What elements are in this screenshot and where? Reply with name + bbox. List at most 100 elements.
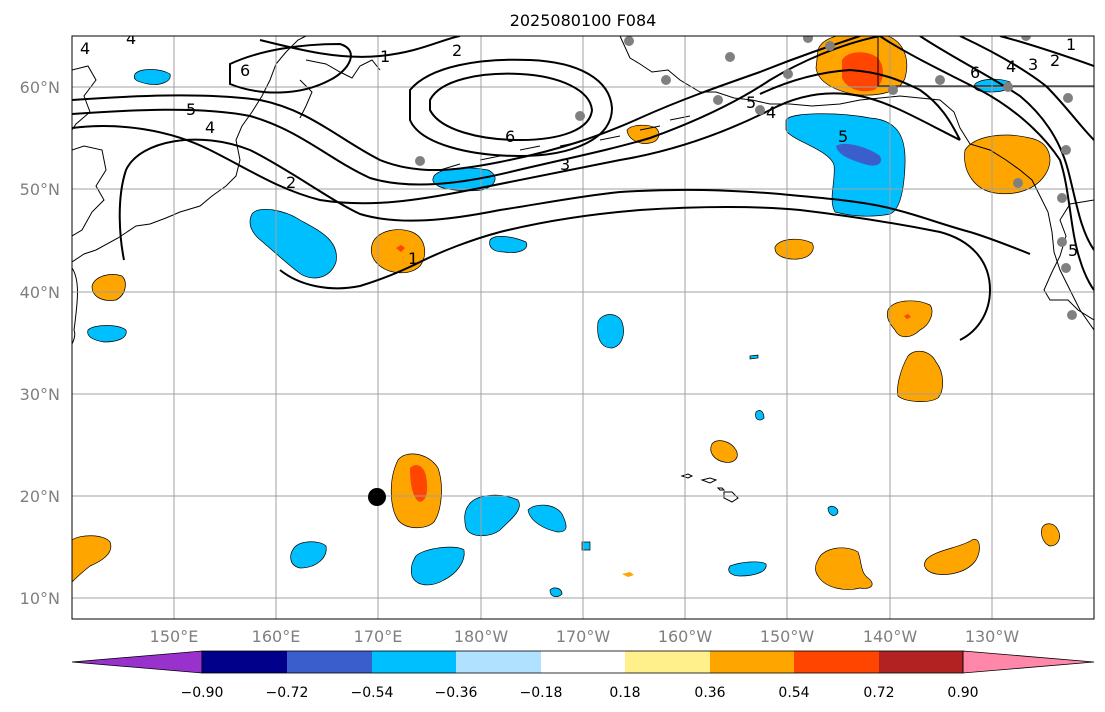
station-dot: [624, 36, 634, 46]
contour-line: [72, 92, 961, 205]
contour-label: 1: [408, 249, 418, 268]
station-dot: [713, 95, 723, 105]
figure-title: 2025080100 F084: [510, 11, 657, 30]
station-dot: [935, 75, 945, 85]
contour-label: 6: [505, 127, 515, 146]
colorbar-segment: [372, 651, 456, 673]
station-dot: [661, 75, 671, 85]
station-dot: [1021, 36, 1031, 41]
canada-border: [877, 36, 1094, 87]
lon-label: 170°W: [556, 627, 611, 646]
colorbar-segment: [625, 651, 710, 673]
colorbar-extend-max: [962, 650, 1095, 674]
station-dot: [415, 156, 425, 166]
longitude-labels: 150°E 160°E 170°E 180°W 170°W 160°W 150°…: [150, 627, 1020, 646]
negative-anomaly: [410, 546, 465, 586]
colorbar-extend-min: [71, 650, 203, 674]
station-dot: [575, 111, 585, 121]
strong-positive-anomaly: [904, 314, 911, 319]
negative-anomaly: [749, 354, 759, 360]
positive-anomaly: [370, 229, 426, 274]
negative-anomaly: [133, 69, 171, 85]
contour-label: 5: [1068, 241, 1078, 260]
negative-anomaly: [489, 236, 528, 253]
latitude-labels: 60°N 50°N 40°N 30°N 20°N 10°N: [20, 78, 60, 608]
positive-anomaly: [1041, 523, 1060, 547]
negative-anomaly: [87, 325, 127, 343]
colorbar-tick-label: −0.72: [266, 685, 309, 701]
colorbar-segment: [287, 651, 372, 673]
map-border: [71, 35, 1095, 620]
station-dot: [783, 69, 793, 79]
positive-anomaly: [964, 134, 1051, 195]
contour-label: 4: [1006, 57, 1016, 76]
negative-anomaly: [527, 504, 567, 533]
negative-anomaly: [549, 587, 563, 597]
lat-label: 20°N: [20, 487, 60, 506]
colorbar-tick-label: −0.36: [435, 685, 478, 701]
contour-label: 3: [560, 155, 570, 174]
positive-anomaly: [815, 547, 873, 590]
lon-label: 140°W: [863, 627, 918, 646]
colorbar-segment: [541, 651, 625, 673]
contour-line: [919, 36, 1094, 251]
lat-label: 60°N: [20, 78, 60, 97]
lat-label: 30°N: [20, 385, 60, 404]
contours: [72, 36, 1094, 341]
contour-label: 5: [746, 93, 756, 112]
positive-anomaly: [626, 124, 660, 144]
colorbar-tick-label: −0.18: [520, 685, 563, 701]
alaska-coastline: [619, 36, 1094, 331]
asia-coastline: [72, 36, 307, 263]
positive-anomaly: [710, 440, 738, 463]
colorbar-tick-label: 0.18: [609, 685, 640, 701]
contour-line: [259, 36, 461, 58]
lon-label: 150°E: [150, 627, 199, 646]
station-dot: [888, 85, 898, 95]
station-dot: [1057, 193, 1067, 203]
northwest-coast: [1043, 199, 1094, 321]
strong-positive-anomaly: [410, 465, 428, 502]
colorbar-tick-label: 0.36: [694, 685, 725, 701]
colorbar-segment: [710, 651, 794, 673]
japan-coastline: [72, 267, 78, 345]
lon-label: 130°W: [965, 627, 1020, 646]
contour-label: 4: [766, 103, 776, 122]
lon-label: 170°E: [354, 627, 403, 646]
station-dot: [1067, 310, 1077, 320]
contour-label: 3: [1028, 55, 1038, 74]
colorbar-segment: [456, 651, 541, 673]
contour-label: 5: [838, 127, 848, 146]
map-area: 4 4 1 2 5 4 6 2 3 6 5 4 1 5 6 4 3 2 1 5: [72, 36, 1094, 619]
positive-anomaly: [622, 572, 634, 577]
negative-anomaly: [290, 541, 327, 569]
anomaly-shading: [72, 36, 1060, 597]
colorbar-tick-label: −0.54: [351, 685, 394, 701]
colorbar-tick-label: 0.72: [863, 685, 894, 701]
lon-label: 160°E: [252, 627, 301, 646]
station-markers: [415, 36, 1077, 320]
positive-anomaly: [897, 350, 943, 402]
hawaiian-islands: [680, 473, 739, 503]
negative-anomaly: [249, 208, 337, 279]
negative-anomaly: [581, 541, 591, 551]
colorbar-tick-label: −0.90: [181, 685, 224, 701]
lon-label: 150°W: [760, 627, 815, 646]
contour-line: [279, 206, 992, 341]
negative-anomaly: [755, 410, 765, 421]
colorbar-segment: [202, 651, 287, 673]
contour-label: 2: [452, 41, 462, 60]
station-dot: [1063, 93, 1073, 103]
contour-line: [229, 42, 352, 94]
lat-label: 40°N: [20, 283, 60, 302]
siberia-coastline: [299, 59, 381, 119]
colorbar-segment: [879, 651, 963, 673]
gridlines: [72, 36, 1094, 619]
contour-label: 6: [240, 61, 250, 80]
contour-label: 4: [205, 118, 215, 137]
colorbar-tick-label: 0.54: [778, 685, 809, 701]
contour-line: [118, 138, 1031, 261]
contour-labels: 4 4 1 2 5 4 6 2 3 6 5 4 1 5 6 4 3 2 1 5: [80, 36, 1078, 268]
lat-label: 50°N: [20, 180, 60, 199]
